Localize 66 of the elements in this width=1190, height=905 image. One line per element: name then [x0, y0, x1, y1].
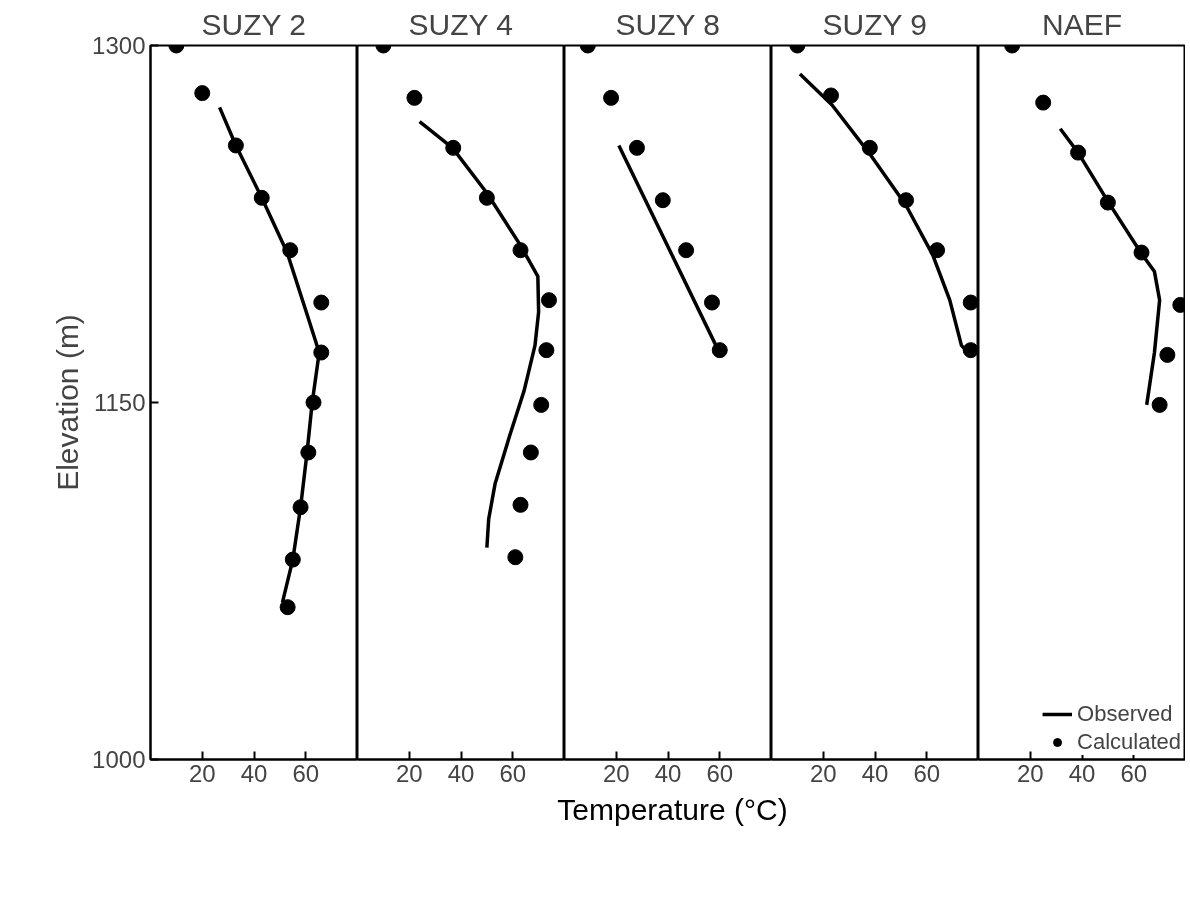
point — [284, 551, 301, 568]
x-tick-label: 60 — [1120, 759, 1148, 787]
point — [512, 496, 529, 513]
point — [253, 189, 270, 206]
point — [603, 89, 620, 106]
point — [279, 599, 296, 616]
point — [305, 394, 322, 411]
point — [540, 292, 557, 309]
y-tick-label: 1000 — [92, 746, 146, 773]
chart-title: NAEF — [1042, 7, 1123, 41]
point — [313, 294, 330, 311]
point — [313, 344, 330, 361]
x-tick-label: 20 — [395, 759, 423, 787]
point — [1070, 144, 1087, 161]
point — [1151, 396, 1168, 413]
x-axis-title: Temperature (°C) — [557, 792, 788, 828]
x-tick-label: 40 — [1068, 759, 1096, 787]
point — [194, 85, 211, 102]
x-tick-label: 40 — [654, 759, 682, 787]
point — [1035, 94, 1052, 111]
point — [678, 242, 695, 259]
x-tick-label: 60 — [499, 759, 527, 787]
point — [1099, 194, 1116, 211]
chart-title: SUZY 4 — [408, 7, 513, 41]
point — [711, 342, 728, 359]
point — [445, 139, 462, 156]
x-tick-label: 20 — [1016, 759, 1044, 787]
chart-title: SUZY 8 — [615, 7, 720, 41]
point — [1159, 346, 1176, 363]
x-tick-label: 20 — [809, 759, 837, 787]
point — [300, 444, 317, 461]
y-axis-title: Elevation (m) — [51, 314, 85, 491]
x-tick-label: 40 — [240, 759, 268, 787]
x-tick-label: 60 — [706, 759, 734, 787]
point — [861, 139, 878, 156]
point — [628, 139, 645, 156]
point — [227, 137, 244, 154]
point — [478, 189, 495, 206]
point — [898, 192, 915, 209]
x-tick-label: 60 — [913, 759, 941, 787]
point — [703, 294, 720, 311]
y-tick-label: 1300 — [92, 32, 146, 59]
point — [406, 89, 423, 106]
point — [962, 342, 978, 359]
chart-title: SUZY 9 — [822, 7, 927, 41]
legend-label: Observed — [1077, 701, 1173, 727]
x-tick-label: 20 — [602, 759, 630, 787]
point — [522, 444, 539, 461]
legend-label: Calculated — [1077, 729, 1181, 755]
point — [929, 242, 946, 259]
x-tick-label: 40 — [447, 759, 475, 787]
x-tick-label: 20 — [188, 759, 216, 787]
y-tick-label: 1150 — [93, 389, 146, 416]
point — [512, 242, 529, 259]
point — [507, 549, 524, 566]
point — [654, 192, 671, 209]
point — [533, 396, 550, 413]
point — [823, 87, 840, 104]
x-tick-label: 60 — [292, 759, 320, 787]
point — [1133, 244, 1150, 261]
x-tick-label: 40 — [861, 759, 889, 787]
chart-title: SUZY 2 — [201, 7, 306, 41]
point — [282, 242, 299, 259]
point — [962, 294, 978, 311]
point — [292, 499, 309, 516]
point — [538, 342, 555, 359]
